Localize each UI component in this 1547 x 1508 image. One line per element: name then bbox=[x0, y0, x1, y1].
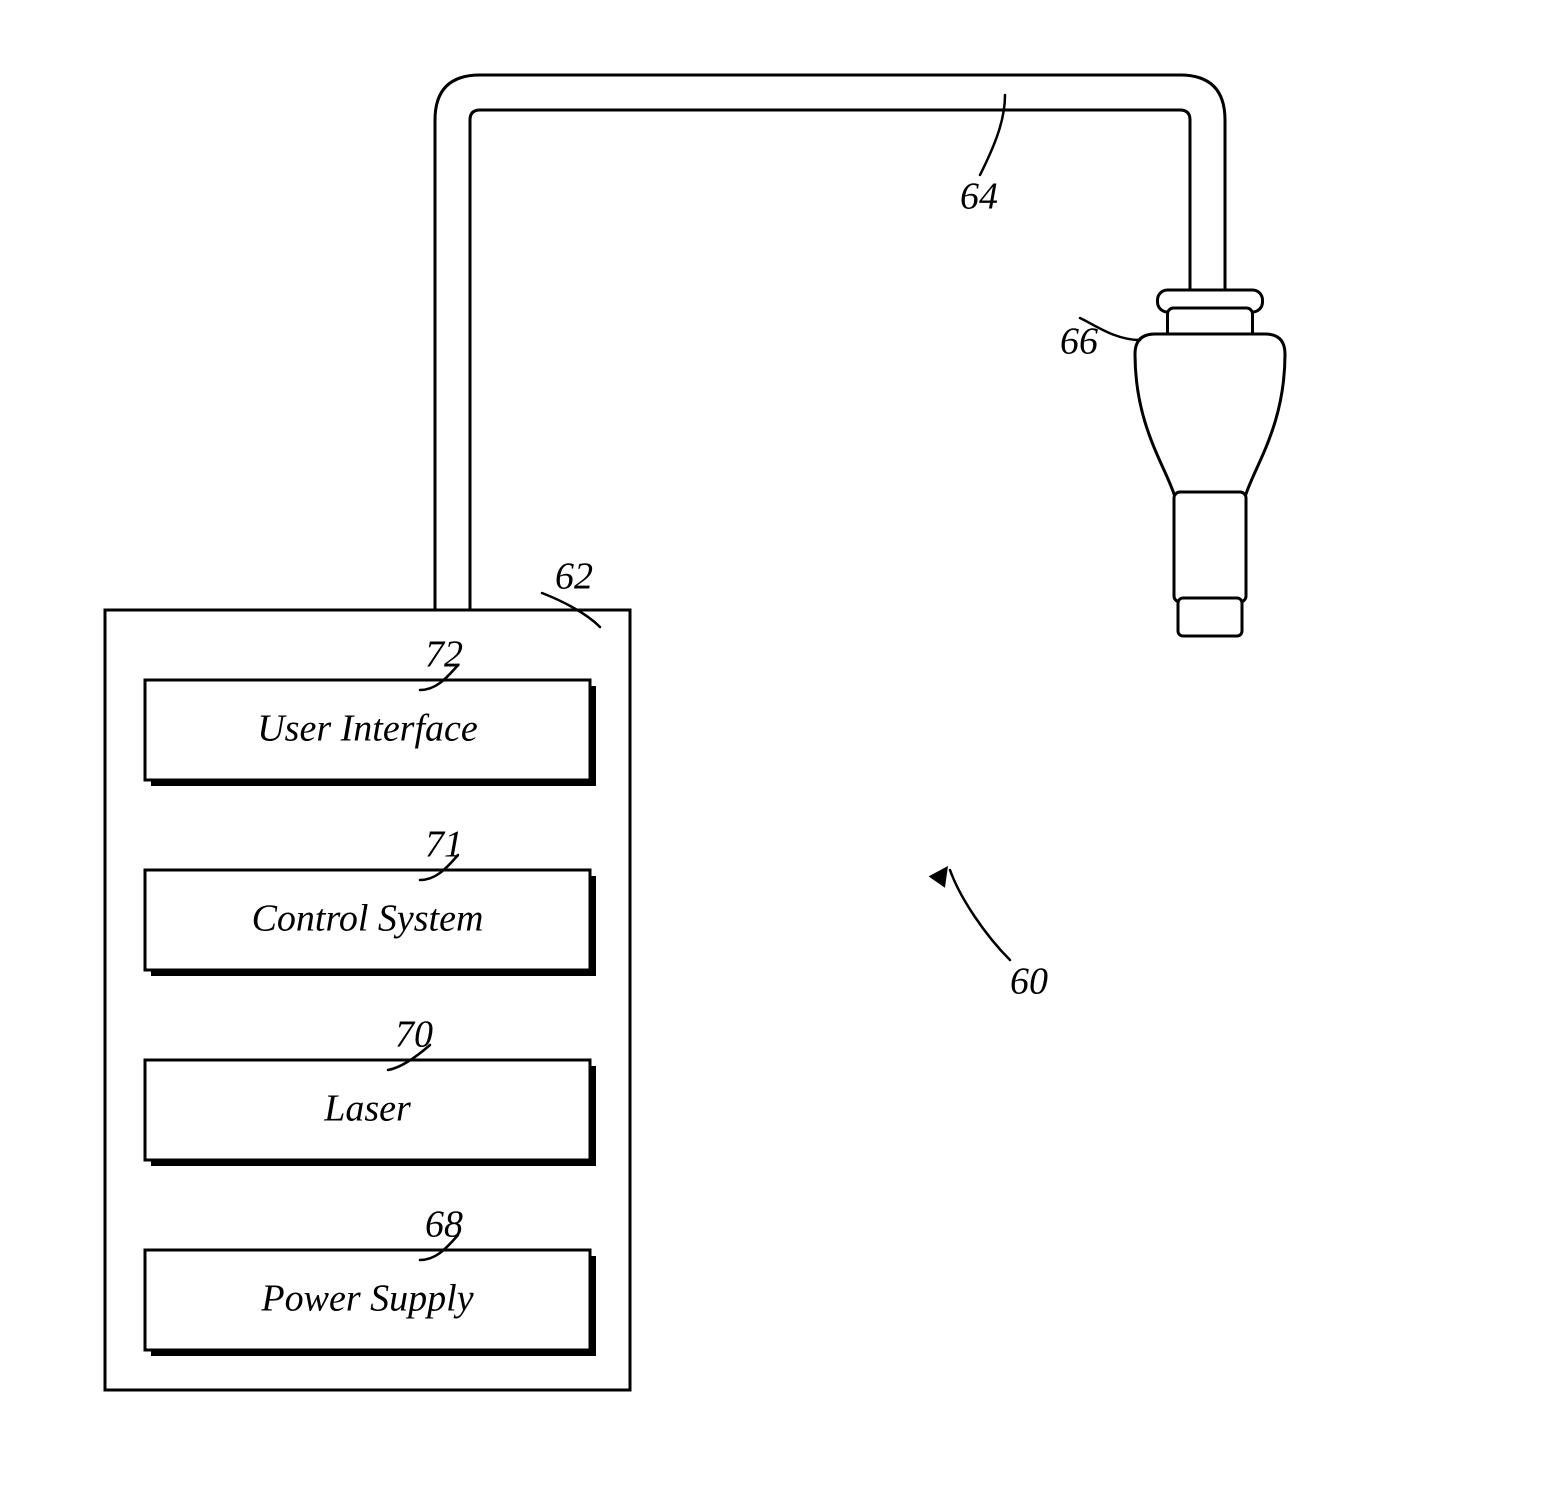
component-power_supply: Power Supply 68 bbox=[145, 1204, 596, 1356]
ref_66-label: 66 bbox=[1060, 321, 1098, 363]
ref_60-leader bbox=[950, 870, 1010, 960]
component-laser: Laser 70 bbox=[145, 1014, 596, 1166]
ref_62: 62 bbox=[542, 556, 600, 627]
component-ref-68: 68 bbox=[425, 1204, 463, 1246]
component-ref-70: 70 bbox=[395, 1014, 433, 1056]
ref_62-label: 62 bbox=[555, 556, 593, 598]
component-label: Control System bbox=[252, 898, 484, 940]
component-control_system: Control System 71 bbox=[145, 824, 596, 976]
ref_66: 66 bbox=[1060, 318, 1140, 363]
component-label: Laser bbox=[323, 1088, 411, 1130]
component-label: User Interface bbox=[257, 708, 478, 750]
component-label: Power Supply bbox=[260, 1278, 473, 1320]
component-ref-72: 72 bbox=[425, 634, 463, 676]
ref_64-label: 64 bbox=[960, 176, 998, 218]
diagram-canvas: User Interface 72 Control System 71 Laser 70 P… bbox=[0, 0, 1547, 1508]
handpiece-neck bbox=[1174, 492, 1246, 602]
ref_64: 64 bbox=[960, 95, 1005, 218]
handpiece-body bbox=[1135, 334, 1285, 494]
handpiece-tip bbox=[1178, 598, 1242, 636]
ref_60-label: 60 bbox=[1010, 961, 1048, 1003]
ref_60-arrowhead bbox=[929, 866, 948, 888]
component-user_interface: User Interface 72 bbox=[145, 634, 596, 786]
component-ref-71: 71 bbox=[425, 824, 463, 866]
ref_60: 60 bbox=[929, 866, 1048, 1003]
cable-outer bbox=[435, 75, 1225, 610]
ref_64-leader bbox=[980, 95, 1005, 175]
